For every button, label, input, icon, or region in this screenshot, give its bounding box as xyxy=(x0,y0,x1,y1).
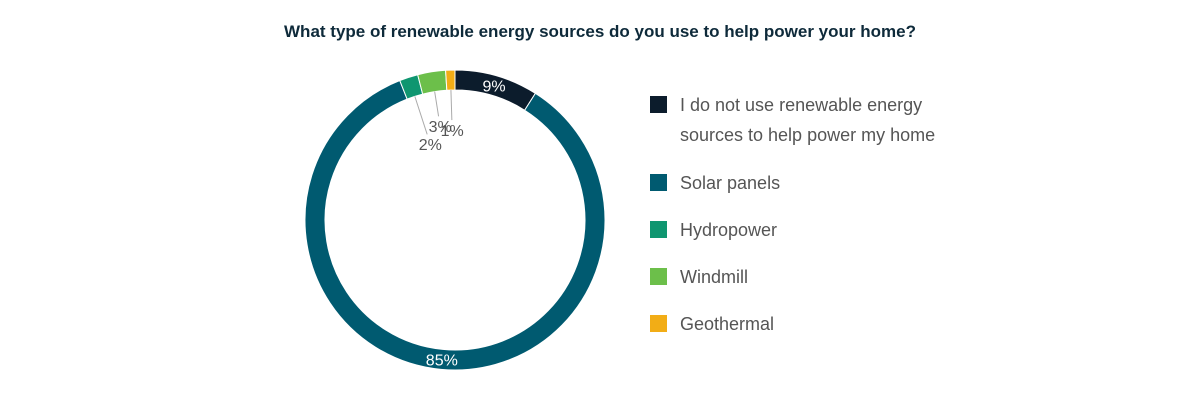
data-label-solar-panels: 85% xyxy=(426,352,458,369)
slice-windmill xyxy=(417,69,448,95)
legend-label: Solar panels xyxy=(680,173,781,193)
leader-line-windmill xyxy=(434,91,440,117)
leader-line-hydropower xyxy=(414,96,428,135)
legend-swatch xyxy=(650,96,667,113)
legend-item-windmill: Windmill xyxy=(650,262,990,292)
legend-item-solar-panels: Solar panels xyxy=(650,168,990,198)
data-label-hydropower: 2% xyxy=(419,137,442,154)
legend-swatch xyxy=(650,315,667,332)
legend-item-geothermal: Geothermal xyxy=(650,309,990,339)
chart-title: What type of renewable energy sources do… xyxy=(284,22,916,41)
legend-label: I do not use renewable energy sources to… xyxy=(680,95,936,145)
legend-label: Hydropower xyxy=(680,220,778,240)
leader-line-geothermal xyxy=(450,90,453,121)
legend-swatch xyxy=(650,174,667,191)
data-label-no-renewable: 9% xyxy=(482,79,505,96)
legend-label: Geothermal xyxy=(680,314,775,334)
data-label-geothermal: 1% xyxy=(441,123,464,140)
legend-swatch xyxy=(650,221,667,238)
data-label-windmill: 3% xyxy=(429,119,452,136)
legend-label: Windmill xyxy=(680,267,749,287)
legend: I do not use renewable energy sources to… xyxy=(650,90,990,339)
legend-swatch xyxy=(650,268,667,285)
legend-item-no-renewable: I do not use renewable energy sources to… xyxy=(650,90,990,150)
legend-item-hydropower: Hydropower xyxy=(650,215,990,245)
slice-geothermal xyxy=(445,69,456,91)
slice-solar-panels xyxy=(304,79,606,371)
